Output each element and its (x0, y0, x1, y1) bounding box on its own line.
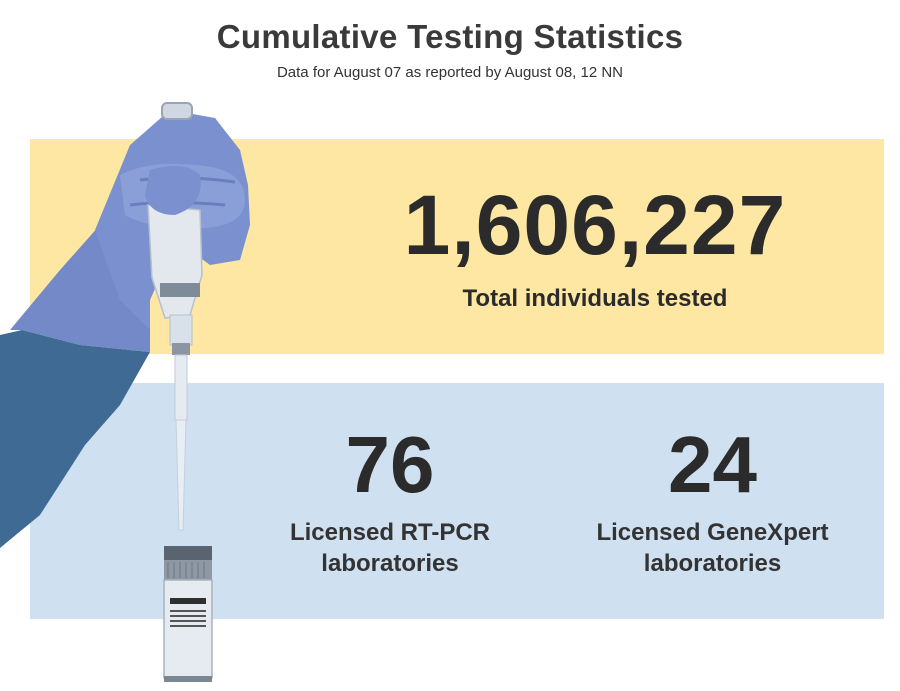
page-title: Cumulative Testing Statistics (216, 18, 684, 55)
rt-pcr-label: Licensed RT-PCR laboratories (265, 517, 515, 579)
rt-pcr-label-line1: Licensed RT-PCR (289, 519, 491, 546)
genexpert-label-line2: laboratories (643, 550, 782, 577)
genexpert-label: Licensed GeneXpert laboratories (580, 517, 845, 579)
genexpert-stat: 24 Licensed GeneXpert laboratories (580, 425, 845, 579)
pipette-plunger (161, 102, 193, 120)
genexpert-count: 24 (668, 420, 757, 509)
rt-pcr-count: 76 (345, 420, 435, 509)
genexpert-label-line1: Licensed GeneXpert (596, 519, 829, 546)
total-tested-value: 1,606,227 (403, 178, 787, 272)
rt-pcr-stat: 76 Licensed RT-PCR laboratories (265, 425, 515, 579)
rt-pcr-label-line2: laboratories (321, 550, 459, 577)
page-subtitle: Data for August 07 as reported by August… (276, 64, 624, 81)
total-tested-label: Total individuals tested (462, 285, 728, 312)
